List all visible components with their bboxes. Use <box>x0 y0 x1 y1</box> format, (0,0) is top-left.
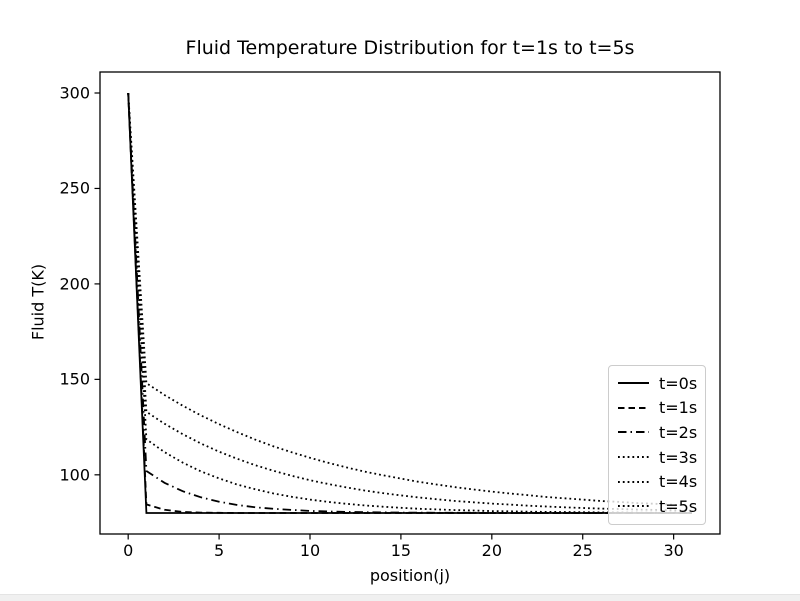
legend-label: t=0s <box>659 373 698 393</box>
legend-entry: t=3s <box>617 445 697 470</box>
legend-label: t=2s <box>659 422 698 442</box>
legend-line-sample <box>618 406 649 409</box>
x-tick-label: 20 <box>481 541 502 560</box>
bottom-window-strip <box>0 594 800 601</box>
y-tick-label: 150 <box>59 369 90 389</box>
legend: t=0s t=1s t=2s t=3s t=4s t=5s <box>608 365 707 525</box>
series-line-t-4s <box>127 92 692 512</box>
x-tick-label: 30 <box>663 541 684 560</box>
y-tick-label: 200 <box>59 274 90 294</box>
legend-entry: t=4s <box>617 469 697 494</box>
x-tick-label: 25 <box>572 541 593 560</box>
legend-line-sample <box>618 382 649 385</box>
x-tick-label: 5 <box>213 541 225 560</box>
legend-line-sample <box>618 431 649 434</box>
legend-label: t=3s <box>659 447 698 467</box>
legend-entry: t=2s <box>617 420 697 445</box>
legend-label: t=4s <box>659 472 698 492</box>
y-tick-label: 250 <box>59 178 90 198</box>
legend-line-sample <box>618 505 649 508</box>
legend-line-sample <box>618 480 649 483</box>
y-tick-label: 300 <box>59 83 90 103</box>
legend-entry: t=5s <box>617 494 697 519</box>
x-tick-label: 0 <box>123 541 134 560</box>
legend-label: t=5s <box>659 496 698 516</box>
legend-entry: t=1s <box>617 396 697 421</box>
chart-title: Fluid Temperature Distribution for t=1s … <box>185 37 635 59</box>
legend-entry: t=0s <box>617 371 697 396</box>
legend-line-sample <box>618 456 649 459</box>
series-line-t-3s <box>127 92 692 514</box>
series-line-t-2s <box>127 92 692 514</box>
x-tick-label: 15 <box>390 541 412 560</box>
axes-spines <box>99 71 721 535</box>
x-tick-label: 10 <box>299 541 321 560</box>
y-tick-label: 100 <box>59 465 90 485</box>
x-axis-label: position(j) <box>369 566 451 585</box>
legend-label: t=1s <box>659 398 698 418</box>
